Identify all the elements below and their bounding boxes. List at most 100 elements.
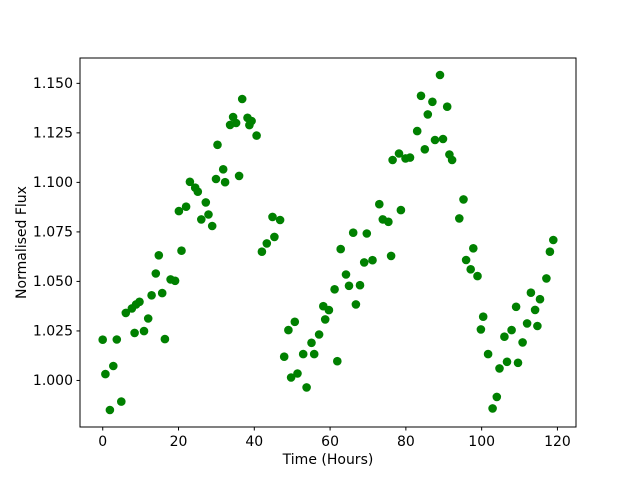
data-point	[545, 247, 555, 256]
x-tick-label: 40	[245, 434, 263, 450]
data-point-group	[98, 70, 558, 415]
data-point	[336, 244, 346, 254]
data-point	[143, 314, 153, 323]
data-point	[488, 404, 497, 413]
data-point	[348, 228, 358, 237]
data-point	[549, 235, 558, 245]
data-point	[513, 358, 523, 368]
data-point	[154, 251, 164, 260]
plot-border	[79, 57, 577, 428]
data-point	[302, 383, 311, 392]
data-point	[473, 271, 482, 281]
data-point	[478, 312, 488, 322]
data-point	[231, 118, 241, 128]
x-tick-group: 0 20 40 60 80 100 120	[98, 427, 571, 450]
data-point	[518, 338, 527, 347]
data-point	[270, 232, 279, 242]
data-point	[542, 274, 551, 283]
data-point	[455, 214, 464, 223]
data-point	[405, 153, 415, 162]
data-point	[355, 280, 365, 290]
y-tick-label: 1.125	[33, 125, 73, 141]
data-point	[388, 155, 397, 165]
data-point	[368, 255, 377, 265]
y-axis-label: Normalised Flux	[14, 186, 30, 299]
data-point	[507, 325, 516, 335]
data-point	[530, 305, 540, 315]
data-point	[234, 171, 244, 181]
data-point	[220, 177, 230, 187]
data-point	[197, 215, 206, 224]
data-point	[257, 247, 267, 256]
data-point	[185, 177, 195, 187]
data-point	[307, 338, 316, 348]
data-point	[98, 335, 107, 345]
data-point	[469, 244, 478, 253]
data-point	[309, 349, 319, 359]
data-point	[218, 165, 228, 174]
data-point	[420, 145, 430, 154]
data-point	[522, 319, 532, 328]
data-point	[502, 357, 512, 367]
data-point	[320, 315, 330, 324]
y-tick-label: 1.100	[33, 175, 73, 191]
data-point	[211, 174, 221, 184]
data-point	[237, 94, 247, 104]
data-point	[213, 140, 222, 150]
data-point	[193, 187, 203, 196]
data-point	[109, 361, 118, 371]
data-point	[495, 364, 504, 373]
data-point	[492, 392, 502, 402]
data-point	[181, 202, 191, 211]
data-point	[279, 352, 289, 362]
x-tick-label: 120	[544, 434, 571, 450]
x-tick-label: 100	[468, 434, 495, 450]
data-point	[170, 276, 180, 286]
data-point	[147, 291, 156, 300]
data-point	[330, 285, 339, 294]
data-point	[207, 221, 217, 231]
data-point	[344, 281, 354, 291]
data-point	[435, 70, 445, 80]
y-tick-label: 1.050	[33, 274, 73, 290]
data-point	[105, 405, 115, 415]
data-point	[275, 215, 285, 225]
data-point	[412, 126, 422, 136]
data-point	[314, 330, 324, 339]
data-point	[101, 369, 110, 379]
data-point	[252, 131, 261, 140]
data-point	[121, 308, 131, 318]
data-point	[324, 305, 334, 315]
data-point	[284, 325, 293, 335]
data-point	[268, 212, 277, 222]
data-point	[461, 255, 471, 265]
y-tick-label: 1.075	[33, 224, 73, 240]
data-point	[351, 300, 361, 309]
data-point	[423, 110, 433, 119]
data-point	[157, 288, 167, 298]
data-point	[174, 206, 184, 216]
data-point	[359, 258, 369, 267]
data-point	[483, 349, 493, 359]
x-tick-label: 0	[98, 434, 107, 450]
data-point	[526, 288, 536, 298]
y-tick-group: 1.000 1.025 1.050 1.075 1.100 1.125 1.150	[33, 76, 80, 389]
data-point	[428, 97, 437, 107]
data-point	[535, 294, 545, 304]
data-point	[286, 373, 296, 382]
data-point	[386, 251, 396, 261]
data-point	[384, 217, 393, 227]
data-point	[177, 246, 186, 255]
data-point	[117, 397, 126, 406]
data-point	[442, 102, 452, 111]
data-point	[293, 369, 302, 378]
x-tick-label: 20	[170, 434, 188, 450]
data-point	[362, 229, 372, 238]
data-point	[375, 199, 384, 209]
data-point	[247, 116, 256, 126]
y-tick-label: 1.000	[33, 373, 73, 389]
data-point	[459, 195, 468, 204]
